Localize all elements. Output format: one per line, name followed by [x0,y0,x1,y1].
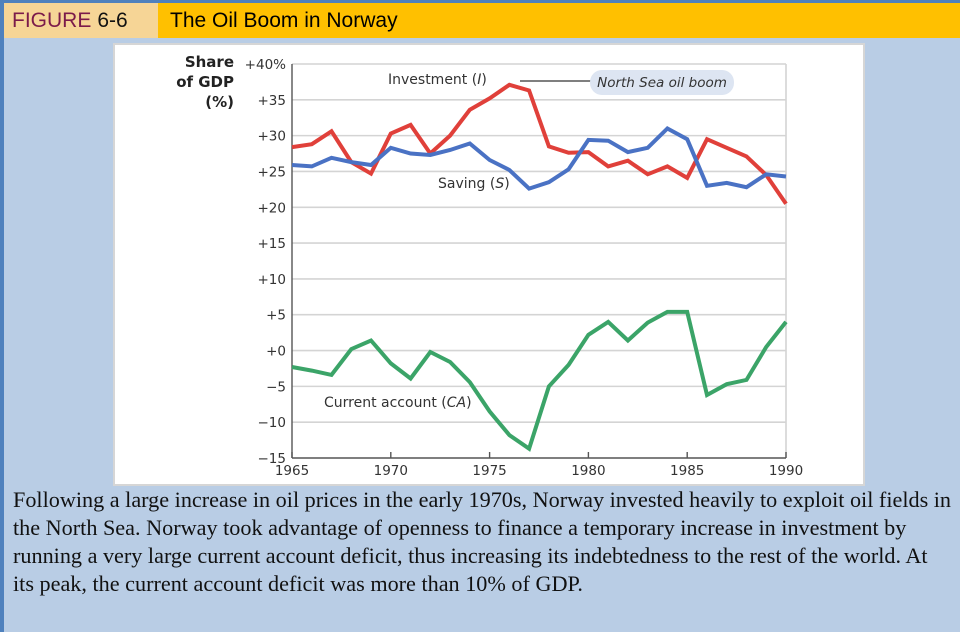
y-axis-title: Share of GDP (%) [150,52,234,112]
y-tick-label: +40% [245,57,286,73]
series-lines [291,82,788,452]
saving-label-end: ) [504,176,510,192]
saving-label-text: Saving ( [438,176,496,192]
x-tick-label: 1965 [275,463,309,479]
figure-word: FIGURE [12,8,92,32]
current-account-label: Current account (CA) [324,395,472,411]
y-tick-label: +0 [266,344,286,360]
y-tick-label: +10 [258,272,287,288]
investment-label-var: I [477,72,482,88]
y-tick-label: +25 [258,164,287,180]
investment-line [291,82,788,205]
north-sea-oil-boom-callout: North Sea oil boom [590,70,734,95]
investment-label-text: Investment ( [388,72,478,88]
figure-title: The Oil Boom in Norway [170,8,398,32]
y-tick-label: −15 [258,451,287,467]
y-axis-title-line: of GDP [176,73,234,91]
x-tick-label: 1980 [571,463,605,479]
y-tick-label: +20 [258,200,287,216]
left-border [0,0,4,632]
y-tick-label: +35 [258,93,287,109]
y-tick-label: −5 [266,379,286,395]
gridlines [292,63,787,458]
y-tick-label: +5 [266,308,286,324]
top-border [0,0,960,3]
x-tick-label: 1975 [472,463,506,479]
figure-header: FIGURE 6-6 The Oil Boom in Norway [4,3,960,38]
saving-label-var: S [495,176,505,192]
current-account-line [291,309,788,452]
figure-number: 6-6 [97,8,128,32]
current-account-label-text: Current account ( [324,395,447,411]
y-tick-labels: +40% +35 +30 +25 +20 +15 +10 +5 +0 −5 −10 −15 [245,57,286,467]
figure-caption: Following a large increase in oil prices… [13,487,952,596]
y-axis-title-line: Share [184,53,234,71]
x-tick-label: 1970 [374,463,408,479]
y-axis-title-line: (%) [205,93,234,111]
current-account-label-end: ) [466,395,472,411]
figure-label: FIGURE 6-6 [4,3,158,38]
x-tick-labels: 1965 1970 1975 1980 1985 1990 [275,463,803,479]
investment-label: Investment (I) [388,72,487,88]
current-account-label-var: CA [446,395,467,411]
y-tick-label: −10 [258,415,287,431]
x-tick-label: 1990 [769,463,803,479]
y-tick-label: +15 [258,236,287,252]
saving-label: Saving (S) [438,176,510,192]
x-tick-label: 1985 [670,463,704,479]
y-tick-label: +30 [258,129,287,145]
saving-line [291,126,787,191]
investment-label-end: ) [481,72,487,88]
axes [291,64,787,459]
